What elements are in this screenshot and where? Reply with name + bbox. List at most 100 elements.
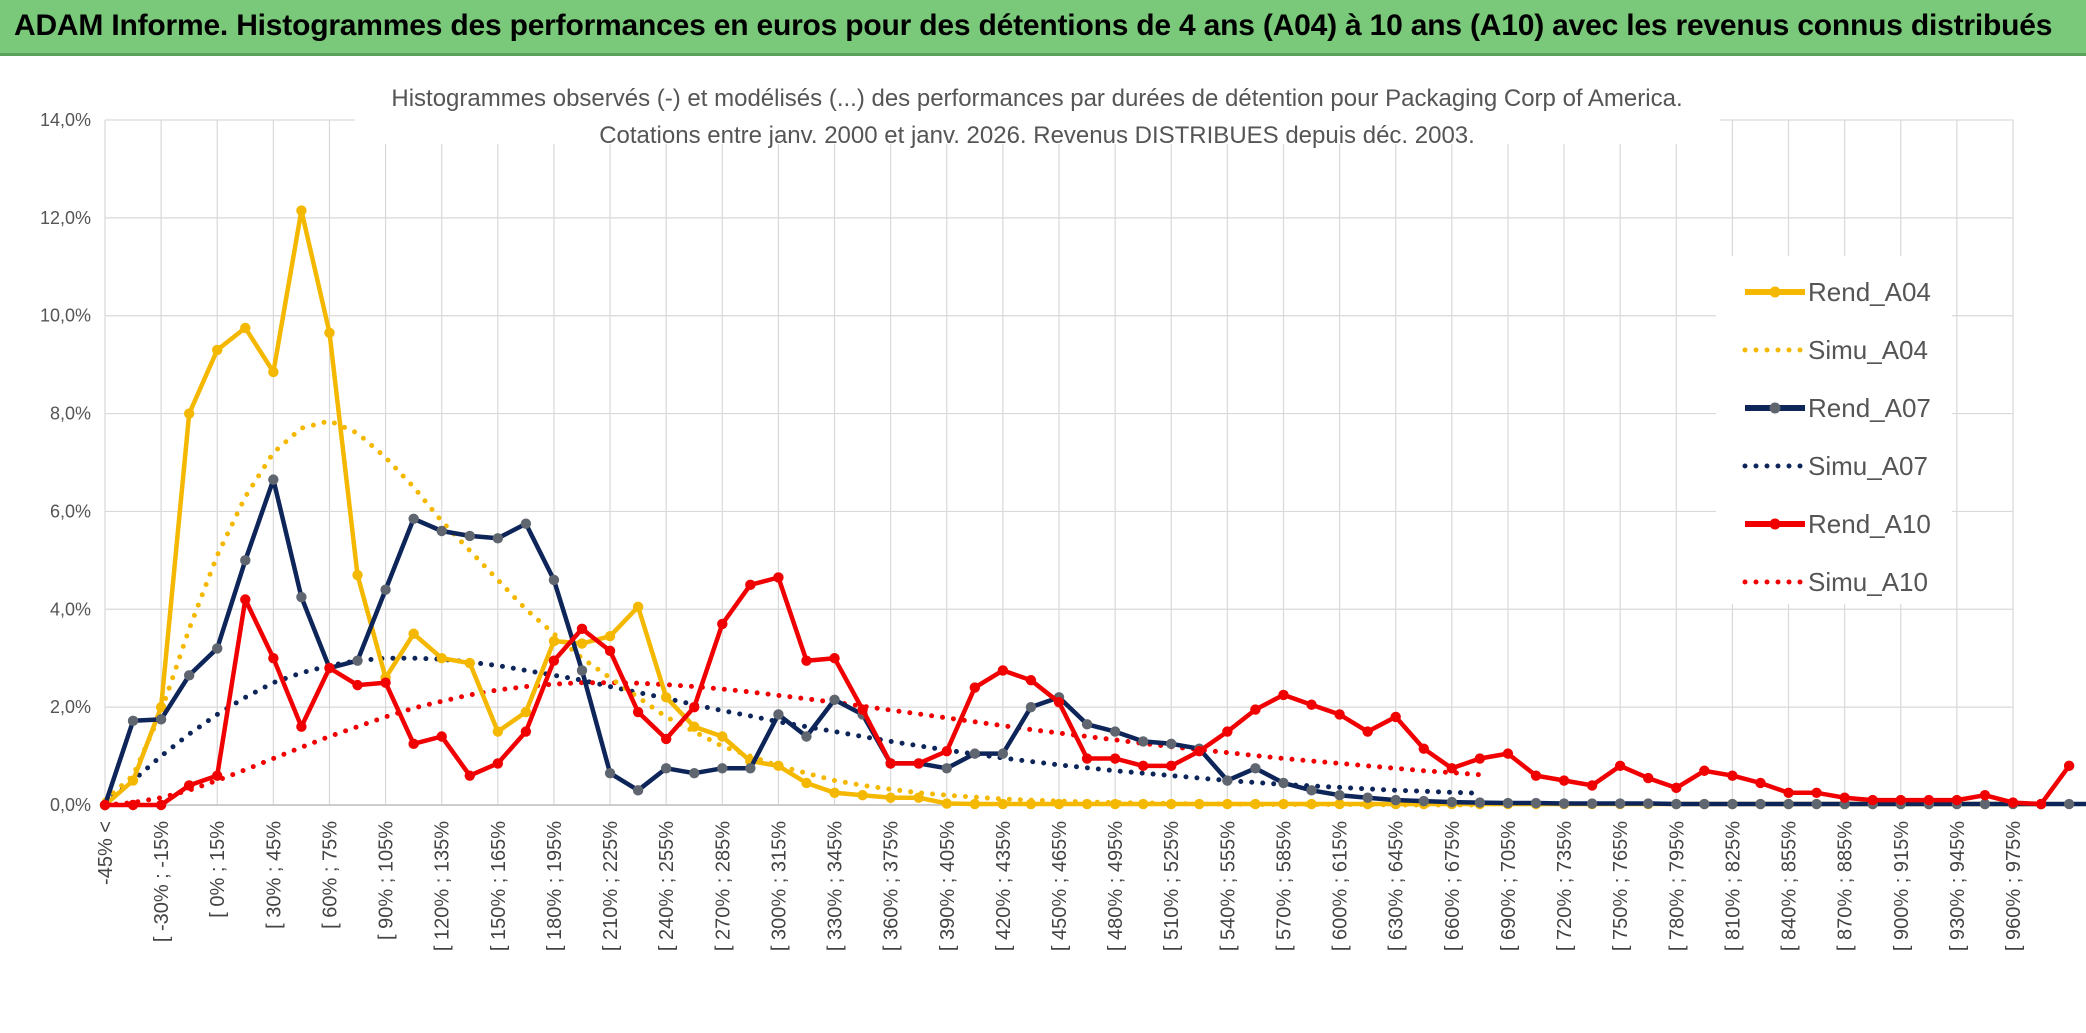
data-point (1895, 794, 1906, 806)
data-point (1418, 743, 1429, 754)
x-tick-label: [ 960% ; 975% (2003, 821, 2025, 951)
data-point (155, 701, 167, 713)
legend-marker (1769, 402, 1781, 414)
y-tick-label: 12,0% (40, 208, 91, 228)
x-tick-label: [ 840% ; 855% (1779, 821, 1801, 951)
data-point (240, 555, 251, 566)
data-point (183, 780, 195, 791)
data-point (1727, 770, 1738, 781)
data-point (127, 715, 139, 727)
data-point (773, 572, 784, 583)
data-point (632, 785, 644, 796)
y-tick-label: 4,0% (50, 599, 91, 619)
data-point (99, 799, 111, 811)
data-point (436, 525, 447, 537)
data-point (604, 645, 616, 657)
data-point (1867, 794, 1878, 806)
data-point (520, 706, 532, 718)
data-point (885, 792, 896, 803)
x-tick-label: [ 660% ; 675% (1442, 821, 1464, 951)
x-tick-label: [ 930% ; 945% (1947, 821, 1969, 951)
data-point (352, 655, 363, 666)
data-point (548, 574, 560, 586)
legend-marker (1769, 286, 1781, 298)
data-point (436, 731, 447, 742)
legend-marker (1769, 518, 1781, 530)
y-tick-label: 14,0% (40, 110, 91, 130)
data-point (604, 630, 616, 642)
data-point (1699, 798, 1710, 810)
data-point (745, 579, 756, 591)
legend-label: Simu_A10 (1808, 567, 1928, 597)
x-tick-label: [ 450% ; 465% (1049, 821, 1071, 951)
data-point (548, 635, 560, 647)
data-point (1418, 795, 1429, 807)
x-tick-label: [ 390% ; 405% (937, 821, 959, 951)
data-point (1811, 798, 1822, 810)
data-point (1250, 763, 1261, 774)
data-point (1166, 798, 1177, 810)
data-point (352, 679, 363, 691)
data-point (1081, 753, 1093, 764)
series (99, 205, 2086, 811)
data-point (913, 758, 924, 769)
y-tick-label: 0,0% (50, 795, 91, 815)
data-point (997, 798, 1009, 810)
data-point (1783, 787, 1794, 798)
data-point (1390, 711, 1401, 723)
data-point (492, 758, 504, 769)
data-point (268, 474, 279, 485)
data-point (268, 366, 279, 378)
banner-title: ADAM Informe. Histogrammes des performan… (14, 9, 2053, 42)
x-tick-label: [ 30% ; 45% (263, 821, 285, 929)
x-tick-label: [ 120% ; 135% (432, 821, 454, 951)
data-point (296, 205, 307, 216)
x-tick-label: [ 570% ; 585% (1273, 821, 1295, 951)
data-point (1783, 798, 1794, 810)
data-point (1951, 794, 1963, 806)
data-point (183, 670, 195, 681)
data-point (689, 701, 700, 713)
data-point (969, 748, 981, 759)
data-point (1446, 796, 1458, 808)
data-point (689, 721, 700, 732)
data-point (717, 731, 728, 742)
data-point (1727, 798, 1738, 810)
data-point (1053, 798, 1065, 810)
data-point (2007, 797, 2019, 808)
x-tick-label: [ 180% ; 195% (544, 821, 566, 951)
x-tick-label: [ 90% ; 105% (376, 821, 398, 940)
data-point (1558, 798, 1570, 809)
data-point (296, 721, 307, 732)
data-point (1390, 794, 1401, 806)
data-point (1278, 777, 1289, 789)
data-point (1839, 792, 1850, 803)
y-tick-label: 10,0% (40, 306, 91, 326)
data-point (155, 714, 167, 725)
data-point (1586, 798, 1598, 809)
data-point (1755, 798, 1766, 810)
x-tick-label: [ 720% ; 735% (1554, 821, 1576, 951)
data-point (183, 408, 195, 419)
legend-label: Simu_A07 (1808, 451, 1928, 481)
y-tick-label: 8,0% (50, 404, 91, 424)
x-tick-label: [ 150% ; 165% (488, 821, 510, 951)
legend-background (1716, 256, 1952, 604)
x-tick-label: [ 870% ; 885% (1835, 821, 1857, 951)
data-point (1474, 797, 1486, 808)
x-axis-ticks: -45% < [ -30% ; -15% [ 0% ; 15% [ 30% ; 45%… (95, 821, 2025, 951)
data-point (1025, 701, 1037, 713)
data-point (660, 692, 672, 703)
legend: Rend_A04 Simu_A04 Rend_A07 Simu_A07 Rend_A10… (1716, 256, 1952, 604)
data-point (1109, 753, 1121, 764)
data-point (1137, 736, 1149, 747)
data-point (2063, 760, 2075, 772)
data-point (127, 775, 139, 786)
data-point (969, 682, 981, 693)
data-point (857, 704, 868, 715)
data-point (801, 777, 812, 789)
data-point (296, 591, 307, 603)
x-tick-label: [ 0% ; 15% (207, 821, 229, 918)
data-point (1081, 719, 1093, 730)
data-point (324, 662, 335, 674)
